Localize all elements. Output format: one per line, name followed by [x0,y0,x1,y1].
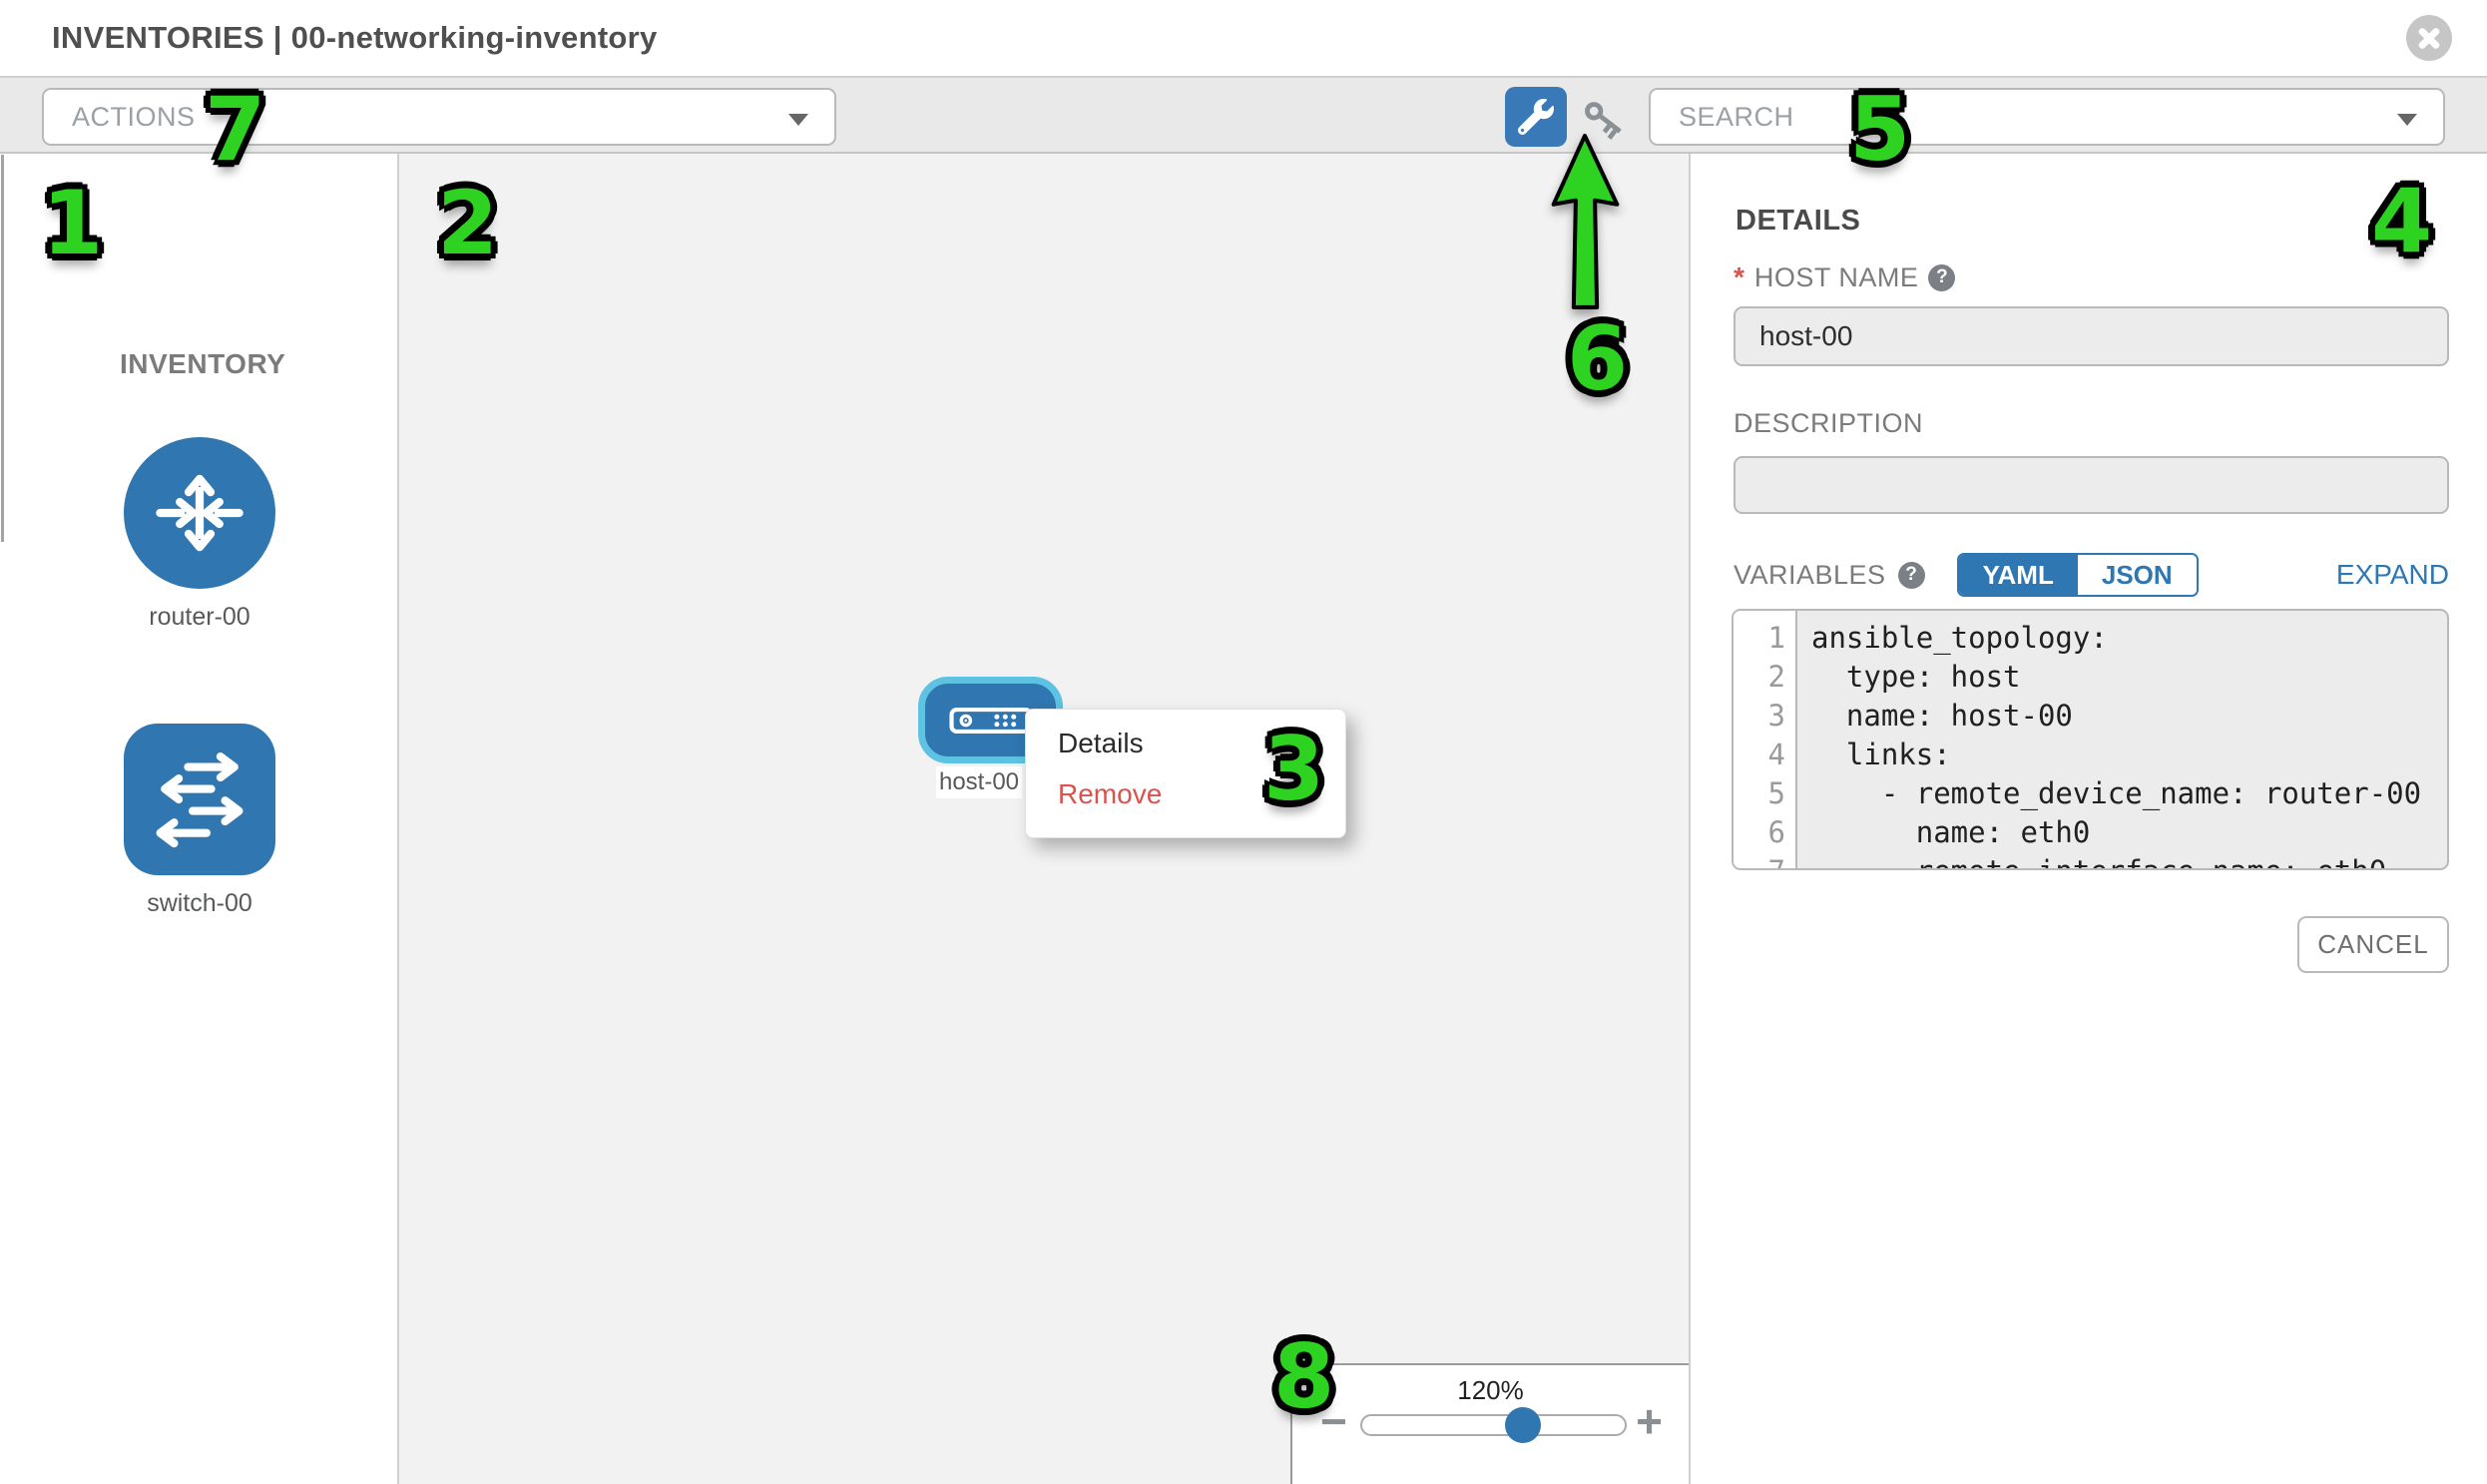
annotation-7: 7 [205,78,266,181]
editor-line-number: 2 [1767,660,1785,694]
editor-line-numbers: 1 2 3 4 5 6 7 [1734,611,1797,868]
host-node-label: host-00 [936,766,1022,798]
editor-code-line: links: [1811,738,1951,771]
header-bar: INVENTORIES | 00-networking-inventory [0,0,2487,76]
host-node[interactable] [918,677,1063,763]
zoom-out-button[interactable]: − [1320,1395,1347,1447]
pane-edge-divider [1,155,4,542]
router-icon [124,437,275,589]
variables-label: VARIABLES [1734,559,1886,590]
editor-code-line: type: host [1811,660,2021,694]
host-icon [948,707,1033,734]
editor-line-number: 4 [1767,738,1785,771]
inventory-heading: INVENTORY [120,348,286,379]
host-name-label: HOST NAME [1753,261,1919,292]
expand-link[interactable]: EXPAND [2335,559,2449,590]
description-input[interactable] [1734,456,2449,514]
editor-line-number: 6 [1767,815,1785,849]
context-menu-item-remove[interactable]: Remove [1058,778,1163,809]
chevron-down-icon [2397,114,2417,126]
format-toggle: YAML JSON [1956,553,2199,597]
palette-item-router[interactable]: router-00 [124,437,275,632]
zoom-in-button[interactable]: + [1636,1395,1663,1447]
editor-line-number: 5 [1767,776,1785,810]
annotation-3: 3 [1263,718,1325,820]
annotation-5: 5 [1849,78,1911,181]
toolbar: ACTIONS SEARCH [0,76,2487,154]
required-asterisk: * [1734,261,1744,292]
zoom-slider-track[interactable] [1360,1414,1627,1436]
editor-line-number: 1 [1767,621,1785,655]
annotation-4: 4 [2371,170,2433,272]
context-menu: Details Remove [1025,709,1346,838]
editor-code-area: ansible_topology: type: host name: host-… [1797,611,2447,868]
host-name-input[interactable] [1734,306,2449,366]
help-icon[interactable]: ? [1897,561,1925,589]
palette-item-switch[interactable]: switch-00 [124,724,275,918]
yaml-toggle-button[interactable]: YAML [1958,555,2078,595]
palette-item-label: switch-00 [147,889,252,917]
editor-code-line: name: host-00 [1811,699,2073,733]
close-button[interactable] [2406,15,2452,61]
editor-code-line: remote_interface_name: eth0 [1811,852,2447,868]
cancel-button[interactable]: CANCEL [2297,916,2449,973]
context-menu-item-details[interactable]: Details [1058,728,1144,758]
annotation-8: 8 [1273,1325,1335,1428]
actions-dropdown[interactable]: ACTIONS [42,88,836,146]
topology-canvas[interactable]: host-00 Details Remove 120% − + [399,154,1689,1484]
details-heading: DETAILS [1736,205,1861,237]
host-name-row: * HOST NAME ? [1734,261,1956,293]
actions-dropdown-label: ACTIONS [72,101,196,132]
search-dropdown[interactable]: SEARCH [1649,88,2445,146]
wrench-icon [1518,99,1554,135]
annotation-2: 2 [437,172,499,274]
zoom-control-panel: 120% − + [1290,1363,1689,1484]
credentials-key-button[interactable] [1579,96,1629,142]
annotation-6: 6 [1567,307,1629,410]
annotation-1: 1 [42,172,104,274]
inventory-sidebar: INVENTORY router-00 switch-00 [0,154,399,1484]
variables-code-editor[interactable]: 1 2 3 4 5 6 7 ansible_topology: type: ho… [1732,609,2449,870]
page-title: INVENTORIES | 00-networking-inventory [52,20,658,55]
editor-code-line: ansible_topology: [1811,621,2108,655]
key-icon [1585,102,1622,140]
details-panel: DETAILS * HOST NAME ? DESCRIPTION VARIAB… [1689,154,2487,1484]
editor-code-line: name: eth0 [1811,815,2091,849]
zoom-slider-handle[interactable] [1505,1407,1541,1443]
editor-line-number: 3 [1767,699,1785,733]
json-toggle-button[interactable]: JSON [2077,555,2197,595]
switch-icon [124,724,275,875]
variables-row: VARIABLES ? YAML JSON EXPAND [1734,553,2449,597]
description-label: DESCRIPTION [1734,408,1924,438]
annotation-arrow [1551,134,1620,309]
tools-button[interactable] [1505,87,1567,147]
editor-line-number: 7 [1734,852,1795,868]
help-icon[interactable]: ? [1928,263,1956,291]
search-dropdown-label: SEARCH [1679,101,1794,132]
chevron-down-icon [788,114,808,126]
zoom-level-label: 120% [1457,1375,1524,1405]
palette-item-label: router-00 [149,603,250,631]
editor-code-line: - remote_device_name: router-00 [1811,776,2422,810]
